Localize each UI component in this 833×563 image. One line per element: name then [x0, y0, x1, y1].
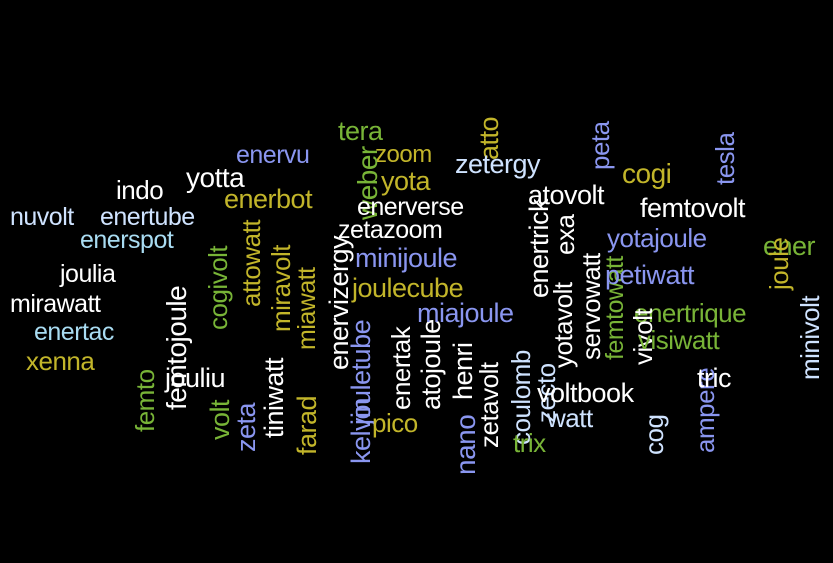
word-cloud-word: yota: [381, 166, 431, 196]
word-cloud-word: yotavolt: [548, 282, 578, 368]
word-cloud-word: miravolt: [266, 244, 296, 332]
word-cloud-word: trix: [513, 428, 546, 458]
word-cloud-word: joulecube: [352, 273, 464, 303]
word-cloud-word: zoom: [375, 141, 432, 168]
word-cloud-word: enervu: [236, 141, 310, 169]
word-cloud-word: jouliu: [165, 363, 226, 393]
word-cloud-word: petiwatt: [605, 260, 695, 290]
word-cloud-word: visiwatt: [638, 325, 720, 355]
word-cloud-word: attowatt: [236, 219, 266, 307]
word-cloud-word: minijoule: [355, 243, 458, 273]
word-cloud-word: atojoule: [416, 319, 446, 410]
word-cloud-word: joulia: [60, 260, 116, 288]
word-cloud-word: tera: [338, 116, 383, 146]
word-cloud-word: servowatt: [576, 253, 606, 360]
word-cloud-word: watt: [547, 403, 593, 433]
word-cloud-word: enertac: [34, 318, 114, 346]
word-cloud-word: cog: [639, 414, 669, 455]
word-cloud-word: enertube: [100, 203, 195, 231]
word-cloud-word: pico: [372, 408, 418, 438]
word-cloud-word: henri: [448, 342, 478, 400]
word-cloud-word: volt: [205, 399, 235, 440]
word-cloud-word: nuvolt: [10, 203, 74, 231]
word-cloud-word: exa: [550, 214, 580, 255]
word-cloud-word: mirawatt: [10, 290, 101, 318]
word-cloud-word: ener: [763, 231, 816, 261]
word-cloud-word: farad: [292, 395, 322, 455]
word-cloud-word: atovolt: [528, 180, 605, 210]
word-cloud-word: peta: [585, 121, 615, 170]
word-cloud-word: enertrique: [634, 298, 747, 328]
word-cloud-word: miajoule: [417, 298, 514, 328]
word-cloud-word: voltbook: [537, 378, 634, 408]
word-cloud-word: xenna: [26, 346, 95, 376]
word-cloud-word: cogivolt: [203, 245, 233, 330]
word-cloud-word: indo: [116, 175, 164, 205]
word-cloud-word: enerspot: [80, 226, 174, 254]
word-cloud-word: joule: [764, 237, 794, 290]
word-cloud-word: zeta: [231, 402, 261, 452]
word-cloud-word: zetazoom: [338, 216, 443, 244]
word-cloud-word: enerverse: [357, 193, 464, 221]
word-cloud-word: yotajoule: [607, 223, 707, 253]
word-cloud-word: zetavolt: [474, 362, 504, 448]
word-cloud-word: tric: [697, 363, 732, 393]
word-cloud-word: femto: [130, 369, 160, 432]
word-cloud-word: enerbot: [224, 184, 313, 214]
word-cloud-word: tesla: [710, 132, 740, 185]
word-cloud-word: miawatt: [293, 267, 321, 350]
word-cloud-word: yotta: [186, 162, 245, 193]
word-cloud-word: enertak: [386, 326, 416, 410]
word-cloud-word: minivolt: [795, 295, 825, 380]
word-cloud-word: zetergy: [455, 149, 541, 179]
word-cloud-word: tiniwatt: [259, 357, 289, 438]
word-cloud-word: cogi: [622, 158, 672, 189]
word-cloud-word: kelvin: [346, 397, 376, 464]
word-cloud-word: femtovolt: [640, 193, 746, 223]
